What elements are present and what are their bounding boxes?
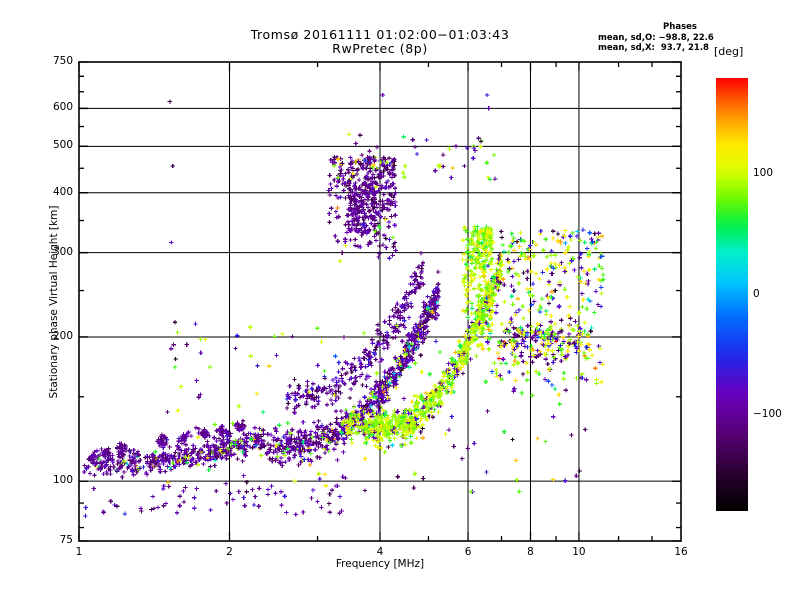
- x-axis-tick-label: 2: [226, 546, 233, 558]
- x-axis-tick-label: 4: [376, 546, 384, 558]
- y-axis-tick-label: 100: [52, 474, 73, 487]
- y-axis-tick-label: 200: [52, 329, 73, 342]
- y-axis-tick-label: 300: [52, 245, 73, 258]
- x-axis-tick-label: 8: [527, 546, 534, 558]
- colorbar-tick-label: −100: [753, 407, 782, 420]
- y-axis-tick-label: 600: [52, 101, 73, 114]
- phases-stats-x-mode: mean, sd,X: 93.7, 21.8: [598, 43, 709, 53]
- axes-frame: [78, 61, 682, 542]
- colorbar: [716, 78, 748, 511]
- x-axis-label: Frequency [MHz]: [335, 558, 425, 570]
- page-title: Tromsø 20161111 01:02:00−01:03:43: [250, 27, 510, 42]
- gridlines: [79, 62, 681, 541]
- x-axis-tick-label: 10: [572, 546, 586, 558]
- colorbar-unit-label: [deg]: [714, 45, 744, 58]
- phases-stats-o-mode: mean, sd,O: −98.8, 22.6: [598, 33, 714, 43]
- y-axis-tick-label: 750: [52, 55, 73, 67]
- y-axis-tick-label: 500: [52, 139, 73, 152]
- x-axis-tick-label: 6: [464, 546, 472, 558]
- x-axis-tick-label: 1: [75, 546, 83, 558]
- data-points: [81, 92, 606, 519]
- colorbar-tick-label: 100: [753, 167, 774, 180]
- y-axis-tick-label: 400: [52, 185, 73, 198]
- colorbar-tick-label: 0: [753, 287, 760, 300]
- x-axis-tick-label: 16: [674, 546, 688, 558]
- phases-stats-heading: Phases: [663, 22, 697, 32]
- page-subtitle: RwPretec (8p): [332, 41, 428, 56]
- y-axis-tick-label: 75: [59, 534, 73, 546]
